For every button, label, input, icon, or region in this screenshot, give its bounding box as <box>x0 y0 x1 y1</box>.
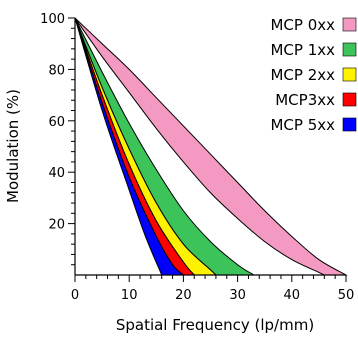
y-tick-label: 100 <box>40 12 65 27</box>
y-tick-label: 80 <box>48 63 65 78</box>
legend-label: MCP 1xx <box>270 41 335 59</box>
x-axis-title: Spatial Frequency (lp/mm) <box>116 316 314 334</box>
legend-swatch <box>342 117 357 132</box>
legend-label: MCP 2xx <box>270 66 335 84</box>
series-area-5 <box>74 17 185 276</box>
y-axis-title: Modulation (%) <box>4 89 22 203</box>
legend-swatch <box>342 92 357 107</box>
legend: MCP 0xx MCP 1xx MCP 2xx MCP3xx MCP 5xx <box>270 16 357 134</box>
x-tick-label: 10 <box>121 288 138 303</box>
legend-swatch <box>342 42 357 57</box>
legend-label: MCP 5xx <box>270 116 335 134</box>
y-tick-label: 20 <box>48 218 65 233</box>
y-tick-label: 40 <box>48 166 65 181</box>
x-tick-label: 30 <box>229 288 246 303</box>
x-tick-label: 50 <box>338 288 355 303</box>
legend-swatch <box>342 67 357 82</box>
legend-swatch <box>342 17 357 32</box>
y-tick-label: 60 <box>48 115 65 130</box>
x-tick-label: 20 <box>175 288 192 303</box>
axes <box>74 18 346 276</box>
legend-label: MCP3xx <box>275 91 335 109</box>
legend-label: MCP 0xx <box>270 16 335 34</box>
ticks: 0 10 20 30 40 50 20 40 60 80 100 <box>40 12 354 303</box>
x-tick-label: 0 <box>71 288 79 303</box>
x-tick-label: 40 <box>284 288 301 303</box>
